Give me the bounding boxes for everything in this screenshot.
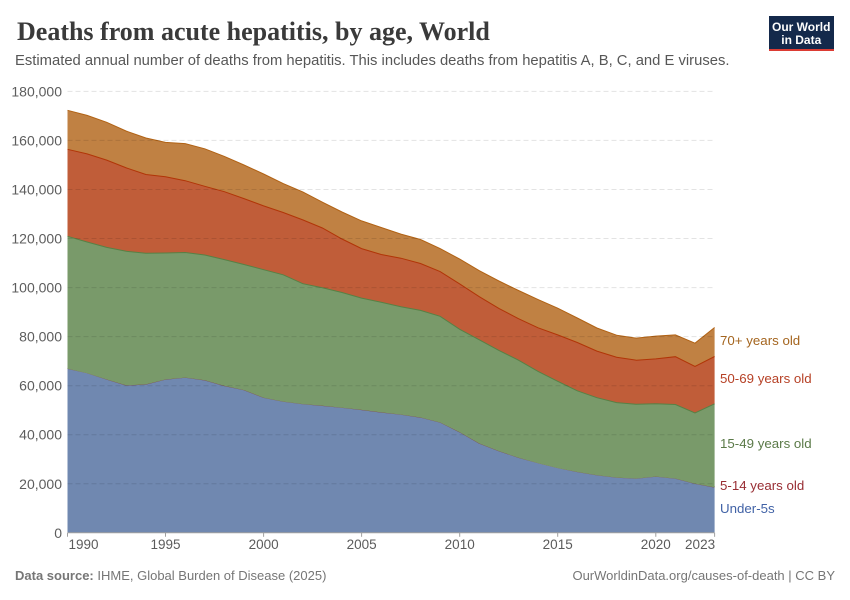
svg-text:100,000: 100,000 — [11, 280, 62, 296]
svg-text:20,000: 20,000 — [19, 476, 62, 492]
svg-text:0: 0 — [54, 525, 62, 541]
svg-text:180,000: 180,000 — [11, 83, 62, 99]
svg-text:2020: 2020 — [641, 537, 671, 552]
svg-text:1990: 1990 — [69, 537, 99, 552]
svg-text:1995: 1995 — [150, 537, 180, 552]
svg-text:40,000: 40,000 — [19, 427, 62, 443]
svg-text:2023: 2023 — [685, 537, 715, 552]
svg-text:80,000: 80,000 — [19, 329, 62, 345]
svg-text:2010: 2010 — [445, 537, 475, 552]
svg-text:60,000: 60,000 — [19, 378, 62, 394]
svg-text:2005: 2005 — [347, 537, 377, 552]
svg-text:140,000: 140,000 — [11, 182, 62, 198]
svg-text:2000: 2000 — [249, 537, 279, 552]
svg-text:2015: 2015 — [543, 537, 573, 552]
svg-text:160,000: 160,000 — [11, 132, 62, 148]
svg-text:120,000: 120,000 — [11, 231, 62, 247]
